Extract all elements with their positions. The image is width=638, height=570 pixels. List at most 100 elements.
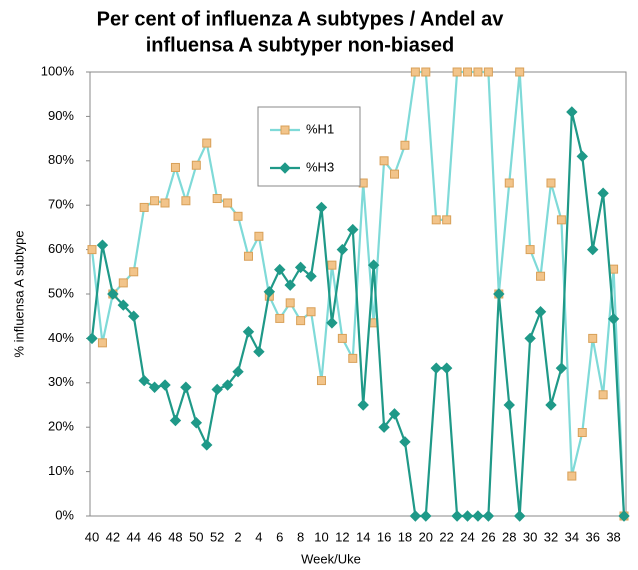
marker [327,260,337,270]
marker [138,374,150,387]
marker [107,288,119,300]
x-tick-label: 10 [314,529,328,544]
y-tick-label: 10% [48,463,74,478]
marker [305,270,317,282]
marker [326,317,338,329]
y-tick-label: 20% [48,419,74,434]
marker [97,338,107,348]
marker [513,510,526,522]
marker [524,332,536,345]
marker [410,67,420,77]
marker [202,138,212,148]
marker [315,201,328,214]
marker [357,399,369,411]
y-tick-label: 60% [48,241,74,256]
marker [263,286,276,298]
marker [567,471,577,481]
marker [253,346,265,358]
x-tick-label: 48 [168,529,182,544]
y-tick-label: 70% [48,197,74,212]
marker [190,417,203,429]
marker [316,376,326,386]
marker [390,169,400,179]
x-tick-label: 28 [502,529,516,544]
marker [170,162,180,172]
y-tick-label: 30% [48,374,74,389]
x-tick-label: 22 [439,529,453,544]
marker [409,510,422,522]
x-tick-label: 14 [356,529,370,544]
marker [421,67,431,77]
marker [232,365,244,378]
marker [388,408,401,420]
marker [545,399,557,411]
marker [399,436,411,448]
legend-box [257,106,361,187]
marker [525,245,535,255]
marker [597,187,609,199]
marker [169,414,182,427]
x-tick-label: 42 [106,529,120,544]
marker [588,333,598,343]
marker [86,332,98,345]
marker [515,67,525,77]
marker [87,245,97,255]
marker [233,211,243,221]
x-tick-label: 6 [276,529,283,544]
y-tick-label: 80% [48,152,74,167]
marker [150,196,160,206]
marker [159,379,171,391]
marker [618,510,630,522]
marker [284,279,296,291]
marker [534,306,547,318]
x-tick-label: 34 [565,529,579,544]
marker [576,150,588,163]
marker [181,196,191,206]
x-tick-label: 40 [85,529,99,544]
x-tick-label: 30 [523,529,537,544]
x-tick-label: 8 [297,529,304,544]
x-tick-label: 38 [606,529,620,544]
series-line [90,111,626,518]
marker [242,326,255,338]
marker [400,140,410,150]
x-tick-label: 16 [377,529,391,544]
marker [473,67,483,77]
marker [221,379,234,391]
marker [430,362,442,374]
marker [294,261,307,274]
x-tick-label: 44 [126,529,140,544]
x-tick-label: 50 [189,529,203,544]
marker [275,313,285,323]
marker [482,510,495,522]
marker [337,333,347,343]
marker [180,381,192,393]
marker [577,428,587,438]
marker [463,67,473,77]
marker [347,223,359,236]
marker [451,510,463,522]
marker [566,106,578,118]
marker [296,316,306,326]
x-tick-label: 26 [481,529,495,544]
marker [139,202,149,212]
y-tick-label: 0% [55,507,74,522]
marker [191,160,201,170]
marker [536,271,546,281]
legend-marker [280,125,290,135]
marker [546,178,556,188]
legend-label: %H3 [306,159,334,174]
y-tick-label: 90% [48,108,74,123]
x-tick-label: 18 [398,529,412,544]
marker [378,421,390,433]
marker [160,198,170,208]
chart-title: influensa A subtyper non-biased [146,34,455,56]
x-tick-label: 36 [585,529,599,544]
marker [274,263,286,276]
marker [442,215,452,225]
x-tick-label: 2 [234,529,241,544]
marker [607,313,620,325]
marker [420,510,432,522]
x-axis-title: Week/Uke [301,551,361,566]
marker [96,239,109,251]
